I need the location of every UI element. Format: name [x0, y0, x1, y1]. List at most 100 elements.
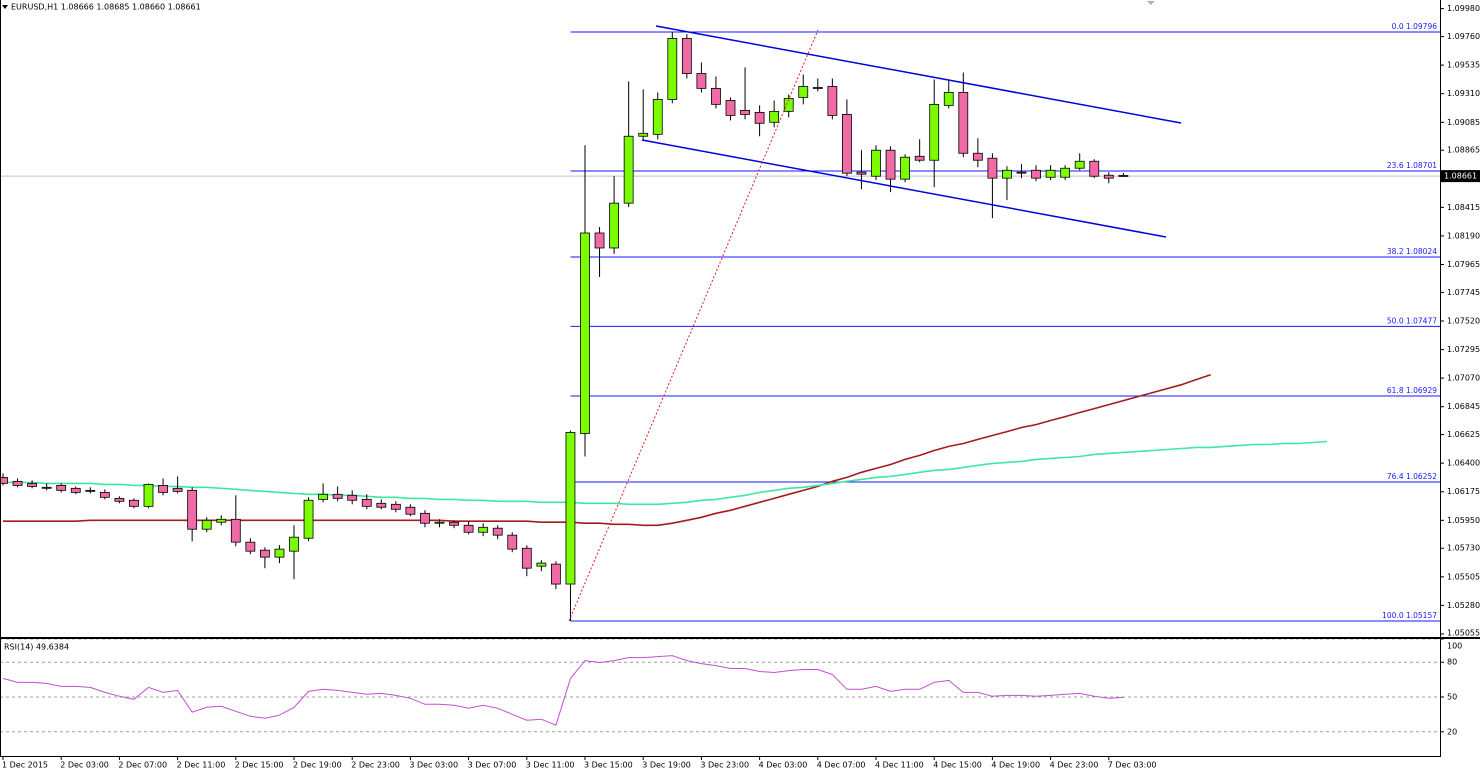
channel-upper	[655, 25, 1182, 124]
candle-body	[594, 232, 605, 249]
candle-body	[885, 149, 896, 180]
candle-body	[99, 491, 110, 498]
candle-body	[172, 487, 183, 492]
fib-label: 76.4 1.06252	[1387, 472, 1437, 481]
candle-body	[798, 86, 809, 98]
candle-body	[1002, 169, 1012, 179]
x-tick-label: 4 Dec 23:00	[1050, 761, 1099, 770]
x-tick-label: 4 Dec 19:00	[991, 761, 1040, 770]
candle-body	[216, 518, 227, 523]
candle-body	[478, 526, 489, 533]
x-tick-label: 2 Dec 11:00	[177, 761, 226, 770]
candle-body	[551, 563, 561, 585]
candle-body	[769, 110, 780, 123]
candle-body	[652, 99, 663, 135]
y-tick-label: 20	[1447, 727, 1457, 736]
candle-body	[420, 512, 430, 524]
candle-body	[958, 92, 969, 154]
candle-body	[0, 477, 8, 484]
candle-body	[41, 486, 52, 489]
title-icon	[2, 5, 8, 9]
channel-lower	[641, 139, 1167, 238]
y-tick-label: 1.09980	[1447, 4, 1480, 13]
y-tick-label: 1.08865	[1447, 146, 1480, 155]
candle-body	[303, 499, 314, 539]
candle-body	[580, 232, 590, 434]
candle-body	[856, 171, 867, 175]
y-tick-label: 1.09085	[1447, 118, 1480, 127]
y-tick-label: 1.06625	[1447, 430, 1480, 439]
x-tick-label: 4 Dec 15:00	[933, 761, 982, 770]
x-tick-label: 3 Dec 03:00	[409, 761, 458, 770]
candle-body	[827, 86, 838, 116]
indicator-title: RSI(14) 49.6384	[4, 643, 69, 652]
candle-body	[783, 98, 794, 112]
x-tick-label: 3 Dec 11:00	[526, 761, 575, 770]
candle-body	[536, 562, 547, 567]
candle-body	[274, 548, 285, 558]
y-tick-label: 1.05505	[1447, 572, 1480, 581]
x-tick-label: 4 Dec 07:00	[817, 761, 866, 770]
candle-body	[85, 489, 96, 492]
x-tick-label: 7 Dec 03:00	[1108, 761, 1157, 770]
x-tick-label: 3 Dec 19:00	[642, 761, 691, 770]
candle-body	[972, 152, 983, 161]
candle-body	[667, 38, 678, 100]
y-tick-label: 1.08415	[1447, 203, 1480, 212]
x-tick-label: 1 Dec 2015	[2, 761, 48, 770]
candle-body	[929, 103, 940, 161]
x-tick-label: 3 Dec 07:00	[468, 761, 517, 770]
candle-body	[1089, 160, 1100, 177]
y-tick-label: 1.06175	[1447, 487, 1480, 496]
y-tick-label: 100	[1447, 642, 1462, 651]
candle-body	[842, 113, 852, 174]
candle-body	[914, 155, 925, 161]
candle-body	[390, 503, 401, 510]
y-tick-label: 50	[1447, 693, 1457, 702]
y-tick-label: 1.07520	[1447, 316, 1480, 325]
y-tick-label: 1.07745	[1447, 288, 1480, 297]
candle-body	[609, 202, 619, 249]
fib-trend-line	[568, 29, 819, 622]
current-price-label: 1.08661	[1444, 172, 1477, 181]
candle-body	[812, 87, 823, 89]
y-tick-label: 1.07965	[1447, 260, 1480, 269]
fib-label: 0.0 1.09796	[1392, 22, 1438, 31]
x-tick-label: 4 Dec 11:00	[875, 761, 924, 770]
candle-body	[259, 549, 270, 558]
candle-body	[492, 527, 503, 536]
candle-body	[623, 135, 634, 204]
candle-body	[754, 111, 765, 124]
candle-body	[1031, 169, 1041, 179]
candle-body	[1060, 167, 1071, 178]
candle-body	[434, 521, 445, 524]
x-tick-label: 2 Dec 03:00	[60, 761, 109, 770]
x-tick-label: 2 Dec 19:00	[293, 761, 342, 770]
indicator-line	[2, 655, 1124, 726]
candle-body	[361, 498, 372, 507]
fib-label: 23.6 1.08701	[1387, 161, 1437, 170]
candle-body	[1074, 160, 1085, 169]
candle-body	[740, 109, 750, 115]
candle-body	[463, 524, 474, 533]
candle-body	[987, 157, 998, 179]
candle-body	[725, 100, 736, 116]
candle-body	[12, 480, 23, 486]
y-tick-label: 1.05730	[1447, 544, 1480, 553]
candle-body	[1016, 171, 1027, 174]
y-tick-label: 1.09310	[1447, 89, 1480, 98]
shift-marker	[1147, 1, 1155, 5]
fib-label: 100.0 1.05157	[1382, 611, 1437, 620]
y-tick-label: 1.05055	[1447, 629, 1480, 638]
candle-body	[711, 87, 721, 105]
y-tick-label: 1.07070	[1447, 374, 1480, 383]
fib-label: 50.0 1.07477	[1387, 316, 1437, 325]
candle-body	[1045, 169, 1056, 178]
candle-body	[129, 499, 139, 507]
candle-body	[943, 92, 954, 106]
candle-body	[507, 534, 518, 550]
candle-body	[201, 519, 212, 530]
candle-body	[1103, 174, 1114, 179]
moving-average	[3, 440, 1328, 506]
